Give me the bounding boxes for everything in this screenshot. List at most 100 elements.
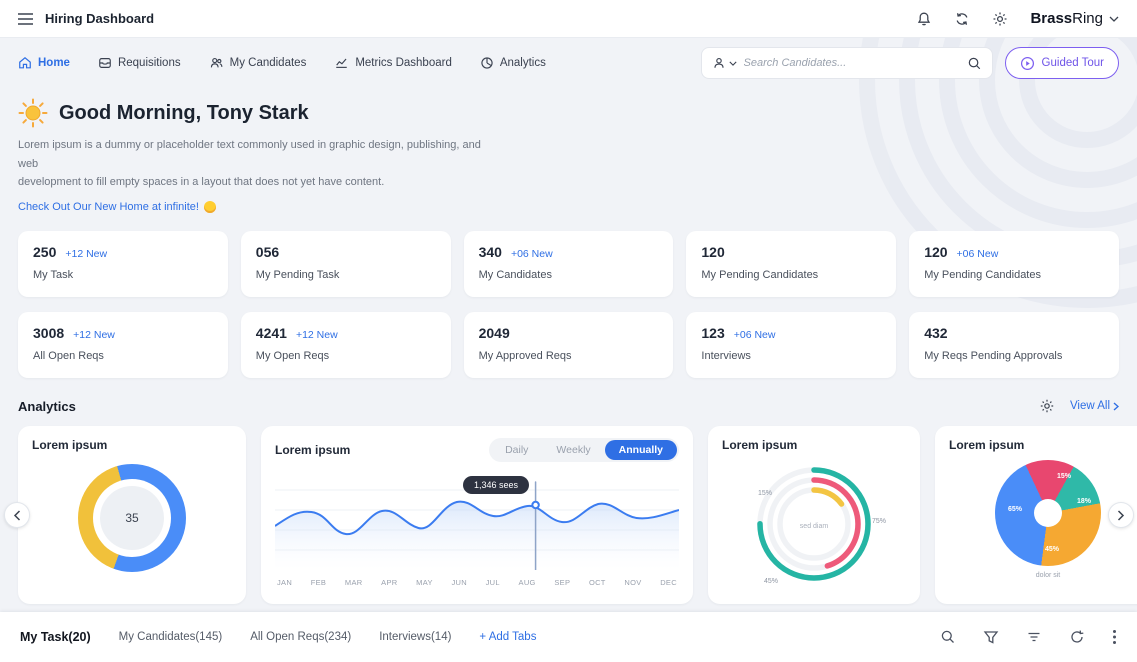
search-icon[interactable] (967, 56, 982, 71)
gear-icon[interactable] (992, 11, 1008, 27)
pie-slice-label: 45% (1045, 546, 1060, 554)
kebab-menu-icon[interactable] (1112, 629, 1117, 645)
top-bar: Hiring Dashboard BrassRing (0, 0, 1137, 38)
stat-card-my-pending-task[interactable]: 056 My Pending Task (240, 231, 451, 298)
stat-value: 340 (478, 244, 502, 261)
refresh-icon[interactable] (1069, 629, 1085, 645)
search-icon[interactable] (940, 629, 956, 645)
greeting-description: Lorem ipsum is a dummy or placeholder te… (18, 136, 488, 192)
nav-tab-my-candidates[interactable]: My Candidates (209, 56, 307, 70)
donut-chart: 35 (78, 464, 186, 573)
footer-tab-interviews[interactable]: Interviews(14) (379, 631, 452, 643)
analytics-settings-gear-icon[interactable] (1039, 398, 1055, 414)
nav-tab-home[interactable]: Home (18, 56, 70, 70)
radial-rings-chart: sed diam 75% 45% 15% (746, 456, 886, 597)
filter-funnel-icon[interactable] (983, 630, 999, 645)
nav-tab-requisitions[interactable]: Requisitions (98, 56, 181, 70)
ring-label: 15% (758, 490, 773, 498)
brand-logo-dropdown[interactable]: BrassRing (1030, 10, 1119, 27)
stat-label: Interviews (701, 350, 751, 363)
stat-card-my-candidates[interactable]: 340 +06 New My Candidates (463, 231, 674, 298)
pie-slice-label: 18% (1076, 498, 1091, 506)
toggle-daily[interactable]: Daily (505, 444, 529, 457)
donut-chart-card[interactable]: Lorem ipsum 35 (18, 426, 246, 605)
stat-label: My Candidates (478, 269, 552, 282)
stat-card-my-pending-candidates[interactable]: 120 My Pending Candidates (686, 231, 897, 298)
stat-card-my-task[interactable]: 250 +12 New My Task (18, 231, 228, 298)
chevron-right-icon (1117, 510, 1125, 521)
toggle-weekly[interactable]: Weekly (556, 444, 591, 457)
carousel-prev-button[interactable] (4, 502, 30, 529)
stat-card-my-pending-candidates-2[interactable]: 120 +06 New My Pending Candidates (909, 231, 1119, 298)
stat-value: 120 (924, 244, 948, 261)
stat-label: My Open Reqs (255, 350, 330, 363)
nav-tab-metrics-dashboard[interactable]: Metrics Dashboard (334, 56, 452, 70)
new-home-link-label: Check Out Our New Home at infinite! (18, 201, 199, 214)
toggle-annually[interactable]: Annually (604, 440, 677, 461)
line-chart-svg (275, 481, 679, 571)
nav-tab-label: Analytics (499, 57, 546, 69)
stat-value: 056 (255, 244, 280, 261)
chart-tooltip: 1,346 sees (463, 476, 530, 495)
chevron-right-icon (1113, 402, 1119, 411)
footer-tab-all-open-reqs[interactable]: All Open Reqs(234) (250, 631, 352, 643)
hamburger-menu-icon[interactable] (18, 12, 33, 25)
radial-rings-svg (757, 467, 871, 581)
chart-title: Lorem ipsum (275, 443, 351, 458)
nav-tab-label: Home (38, 57, 70, 69)
stat-badge: +06 New (956, 248, 999, 261)
guided-tour-button[interactable]: Guided Tour (1004, 47, 1119, 79)
new-home-link[interactable]: Check Out Our New Home at infinite! (18, 201, 216, 214)
stat-label: My Pending Candidates (701, 269, 819, 282)
ring-label: 75% (871, 518, 886, 526)
nav-tab-label: My Candidates (229, 57, 307, 69)
stat-card-my-open-reqs[interactable]: 4241 +12 New My Open Reqs (240, 312, 451, 379)
stat-value: 3008 (33, 325, 65, 342)
stat-card-interviews[interactable]: 123 +06 New Interviews (686, 312, 897, 379)
stat-card-my-approved-reqs[interactable]: 2049 My Approved Reqs (463, 312, 674, 379)
stat-value: 4241 (255, 325, 287, 342)
stat-badge: +12 New (65, 248, 108, 261)
stats-grid: 250 +12 New My Task 056 My Pending Task 3… (0, 215, 1137, 379)
greeting-section: Good Morning, Tony Stark Lorem ipsum is … (0, 86, 1137, 215)
stat-value: 432 (924, 325, 948, 342)
search-scope-dropdown[interactable] (712, 56, 737, 70)
stat-label: My Reqs Pending Approvals (924, 350, 1063, 363)
candidate-search-box (700, 47, 993, 79)
stat-card-all-open-reqs[interactable]: 3008 +12 New All Open Reqs (18, 312, 228, 379)
radial-center-label: sed diam (799, 523, 829, 531)
radial-chart-card[interactable]: Lorem ipsum sed diam 75% 45% 15% (708, 426, 920, 605)
hug-emoji-icon (203, 201, 216, 214)
stat-label: My Pending Task (255, 269, 340, 282)
footer-tab-my-candidates[interactable]: My Candidates(145) (118, 631, 223, 643)
sync-icon[interactable] (954, 11, 970, 27)
brand-light: Ring (1072, 10, 1103, 27)
metrics-icon (336, 58, 348, 68)
sun-icon (18, 98, 48, 128)
stat-label: My Task (33, 269, 74, 282)
period-toggle: Daily Weekly Annually (489, 438, 679, 463)
donut-center-value: 35 (100, 486, 164, 551)
brand-bold: Brass (1030, 10, 1073, 27)
x-axis-labels: JAN FEB MAR APR MAY JUN JUL AUG SEP OCT NOV DE… (277, 578, 677, 588)
analytics-carousel: Lorem ipsum 35 Lorem ipsum Daily Weekly … (0, 414, 1137, 605)
footer-tab-my-task[interactable]: My Task(20) (20, 630, 91, 644)
nav-tab-analytics[interactable]: Analytics (480, 56, 546, 70)
pie-slice-label: 65% (1008, 506, 1023, 514)
stat-badge: +06 New (510, 248, 553, 261)
stat-value: 2049 (478, 325, 510, 342)
line-chart-card[interactable]: Lorem ipsum Daily Weekly Annually (261, 426, 693, 605)
view-all-link[interactable]: View All (1070, 400, 1119, 412)
bell-icon[interactable] (916, 11, 932, 27)
pie-chart-card[interactable]: Lorem ipsum 15% 18% 45% 65% dolor sit (935, 426, 1137, 605)
main-nav: Home Requisitions My Candidates Metrics … (0, 38, 1137, 86)
stat-label: All Open Reqs (33, 350, 104, 363)
pie-caption: dolor sit (1035, 572, 1061, 580)
add-tabs-button[interactable]: + Add Tabs (479, 631, 537, 643)
search-input[interactable] (743, 57, 960, 69)
stat-card-my-reqs-pending-approvals[interactable]: 432 My Reqs Pending Approvals (909, 312, 1119, 379)
sort-lines-icon[interactable] (1026, 630, 1042, 644)
chart-title: Lorem ipsum (722, 438, 798, 453)
home-icon (19, 56, 31, 69)
carousel-next-button[interactable] (1108, 502, 1134, 529)
